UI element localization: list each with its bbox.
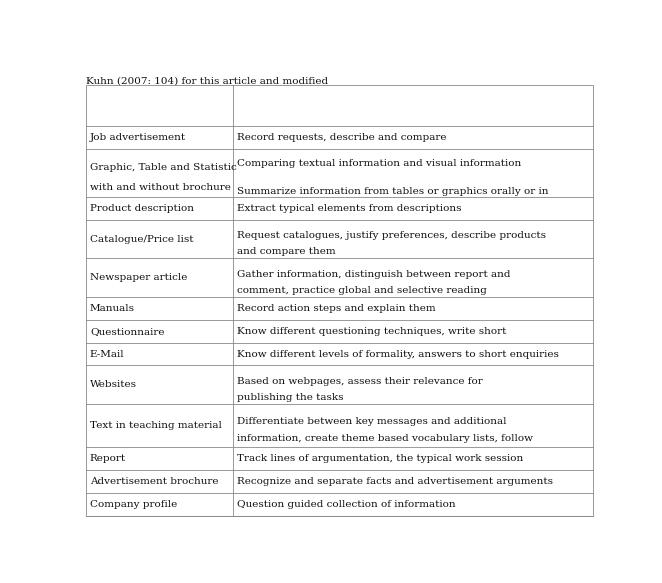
Text: Request catalogues, justify preferences, describe products: Request catalogues, justify preferences,…	[237, 231, 546, 240]
Text: Graphic, Table and Statistic: Graphic, Table and Statistic	[90, 163, 236, 173]
Text: E-Mail: E-Mail	[90, 350, 124, 359]
Text: Manuals: Manuals	[90, 304, 135, 313]
Text: publishing the tasks: publishing the tasks	[237, 392, 344, 402]
Text: Question guided collection of information: Question guided collection of informatio…	[237, 500, 455, 509]
Text: Record requests, describe and compare: Record requests, describe and compare	[237, 134, 446, 142]
Text: Based on webpages, assess their relevance for: Based on webpages, assess their relevanc…	[237, 377, 483, 386]
Text: Know different levels of formality, answers to short enquiries: Know different levels of formality, answ…	[237, 350, 559, 359]
Text: Websites: Websites	[90, 380, 137, 389]
Text: comment, practice global and selective reading: comment, practice global and selective r…	[237, 286, 487, 294]
Text: Catalogue/Price list: Catalogue/Price list	[90, 234, 193, 244]
Text: information, create theme based vocabulary lists, follow: information, create theme based vocabula…	[237, 434, 533, 444]
Text: Know different questioning techniques, write short: Know different questioning techniques, w…	[237, 327, 506, 336]
Text: Advertisement brochure: Advertisement brochure	[90, 477, 218, 486]
Text: Extract typical elements from descriptions: Extract typical elements from descriptio…	[237, 204, 461, 213]
Text: Differentiate between key messages and additional: Differentiate between key messages and a…	[237, 417, 506, 426]
Text: Gather information, distinguish between report and: Gather information, distinguish between …	[237, 270, 510, 279]
Text: Track lines of argumentation, the typical work session: Track lines of argumentation, the typica…	[237, 454, 523, 463]
Text: Questionnaire: Questionnaire	[90, 327, 164, 336]
Text: Text in teaching material: Text in teaching material	[90, 422, 222, 430]
Text: Comparing textual information and visual information: Comparing textual information and visual…	[237, 159, 521, 168]
Text: Kuhn (2007: 104) for this article and modified: Kuhn (2007: 104) for this article and mo…	[86, 76, 328, 85]
Text: and compare them: and compare them	[237, 247, 336, 256]
Text: Report: Report	[90, 454, 126, 463]
Text: with and without brochure: with and without brochure	[90, 182, 231, 192]
Text: Product description: Product description	[90, 204, 194, 213]
Text: Summarize information from tables or graphics orally or in: Summarize information from tables or gra…	[237, 187, 548, 196]
Text: Job advertisement: Job advertisement	[90, 134, 186, 142]
Text: Recognize and separate facts and advertisement arguments: Recognize and separate facts and adverti…	[237, 477, 553, 486]
Text: Company profile: Company profile	[90, 500, 177, 509]
Text: Newspaper article: Newspaper article	[90, 273, 187, 282]
Text: Record action steps and explain them: Record action steps and explain them	[237, 304, 436, 313]
